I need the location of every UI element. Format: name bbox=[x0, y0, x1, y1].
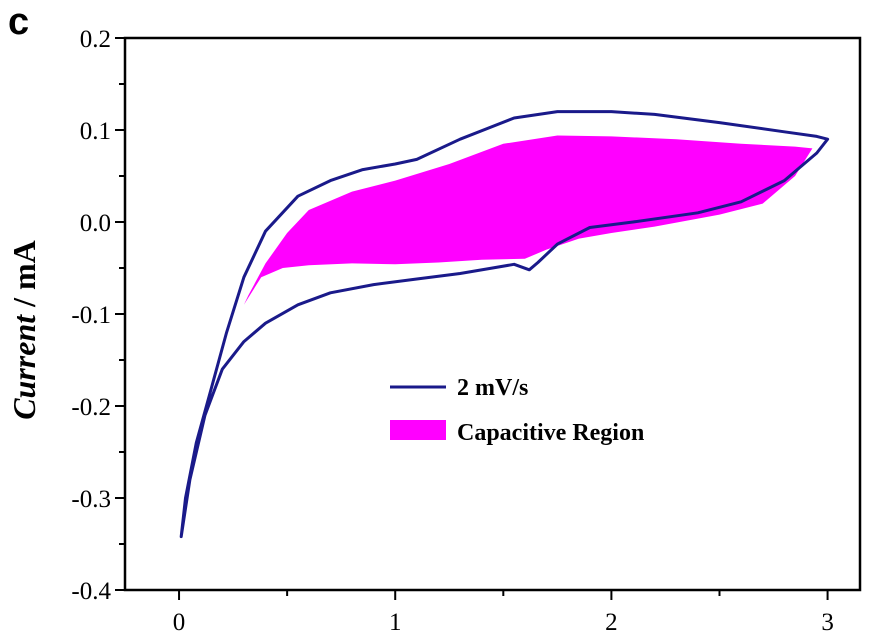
y-tick-label: -0.1 bbox=[71, 302, 111, 329]
cv-curve-layer bbox=[179, 110, 830, 539]
y-tick-label: 0.0 bbox=[80, 210, 111, 237]
y-axis-label-italic: Current bbox=[6, 314, 42, 420]
svg-text:Current / mA: Current / mA bbox=[6, 240, 42, 420]
legend-label-capacitive: Capacitive Region bbox=[457, 420, 644, 446]
y-tick-label: 0.1 bbox=[80, 118, 111, 145]
x-tick-label: 2 bbox=[605, 609, 618, 636]
y-axis-label-unit: / mA bbox=[6, 240, 42, 315]
y-tick-label: -0.2 bbox=[71, 394, 111, 421]
capacitive-region-area bbox=[243, 135, 813, 305]
y-axis-label: Current / mA bbox=[6, 240, 42, 420]
legend: 2 mV/s Capacitive Region bbox=[390, 375, 644, 446]
x-tick-label: 3 bbox=[821, 609, 834, 636]
y-tick-label: -0.4 bbox=[71, 578, 111, 605]
panel-label: c bbox=[8, 1, 29, 43]
cv-curve-line bbox=[179, 110, 830, 539]
y-tick-label: -0.3 bbox=[71, 486, 111, 513]
y-axis-ticks: -0.4 -0.3 -0.2 -0.1 0.0 0.1 0.2 bbox=[71, 26, 125, 605]
x-tick-label: 1 bbox=[389, 609, 402, 636]
plot-area-frame bbox=[123, 36, 862, 592]
capacitive-region-layer bbox=[243, 135, 813, 305]
y-tick-label: 0.2 bbox=[80, 26, 111, 53]
legend-fill-swatch bbox=[390, 420, 446, 440]
x-axis-ticks: 0 1 2 3 bbox=[173, 590, 834, 636]
legend-label-cv: 2 mV/s bbox=[457, 375, 528, 401]
x-tick-label: 0 bbox=[173, 609, 186, 636]
